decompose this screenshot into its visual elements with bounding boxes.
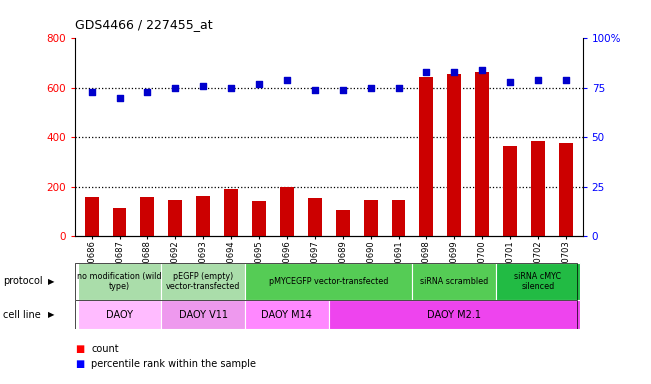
Bar — [77, 300, 161, 329]
Text: ▶: ▶ — [48, 310, 54, 319]
Bar — [308, 198, 322, 236]
Bar — [391, 200, 406, 236]
Text: ■: ■ — [75, 359, 84, 369]
Bar — [113, 209, 126, 236]
Bar — [252, 200, 266, 236]
Text: DAOY V11: DAOY V11 — [179, 310, 228, 320]
Point — [282, 77, 292, 83]
Bar — [329, 300, 580, 329]
Bar — [475, 72, 489, 236]
Text: siRNA cMYC
silenced: siRNA cMYC silenced — [514, 271, 562, 291]
Bar — [559, 144, 573, 236]
Point — [365, 85, 376, 91]
Text: ■: ■ — [75, 344, 84, 354]
Text: no modification (wild
type): no modification (wild type) — [77, 271, 161, 291]
Bar — [503, 146, 517, 236]
Point — [87, 89, 97, 95]
Text: protocol: protocol — [3, 276, 43, 286]
Point — [477, 67, 488, 73]
Bar — [77, 263, 161, 300]
Text: DAOY: DAOY — [106, 310, 133, 320]
Bar — [531, 141, 545, 236]
Bar — [141, 197, 154, 236]
Point — [393, 85, 404, 91]
Bar — [496, 263, 580, 300]
Bar — [85, 197, 98, 236]
Point — [449, 69, 460, 75]
Text: percentile rank within the sample: percentile rank within the sample — [91, 359, 256, 369]
Bar — [196, 196, 210, 236]
Bar — [161, 300, 245, 329]
Bar — [419, 77, 434, 236]
Text: pEGFP (empty)
vector-transfected: pEGFP (empty) vector-transfected — [166, 271, 240, 291]
Text: GDS4466 / 227455_at: GDS4466 / 227455_at — [75, 18, 212, 31]
Bar — [245, 263, 413, 300]
Bar — [169, 200, 182, 236]
Bar — [224, 189, 238, 236]
Point — [115, 94, 125, 101]
Bar — [447, 74, 462, 236]
Text: pMYCEGFP vector-transfected: pMYCEGFP vector-transfected — [269, 277, 389, 286]
Point — [533, 77, 543, 83]
Text: DAOY M14: DAOY M14 — [262, 310, 312, 320]
Bar — [245, 300, 329, 329]
Point — [421, 69, 432, 75]
Point — [198, 83, 208, 89]
Bar — [336, 210, 350, 236]
Bar — [280, 187, 294, 236]
Bar — [364, 200, 378, 236]
Point — [142, 89, 152, 95]
Text: ▶: ▶ — [48, 277, 54, 286]
Point — [505, 79, 516, 85]
Text: cell line: cell line — [3, 310, 41, 320]
Point — [561, 77, 571, 83]
Bar — [161, 263, 245, 300]
Text: siRNA scrambled: siRNA scrambled — [420, 277, 488, 286]
Point — [226, 85, 236, 91]
Point — [310, 87, 320, 93]
Bar — [413, 263, 496, 300]
Text: DAOY M2.1: DAOY M2.1 — [427, 310, 481, 320]
Text: count: count — [91, 344, 118, 354]
Point — [170, 85, 180, 91]
Point — [337, 87, 348, 93]
Point — [254, 81, 264, 87]
